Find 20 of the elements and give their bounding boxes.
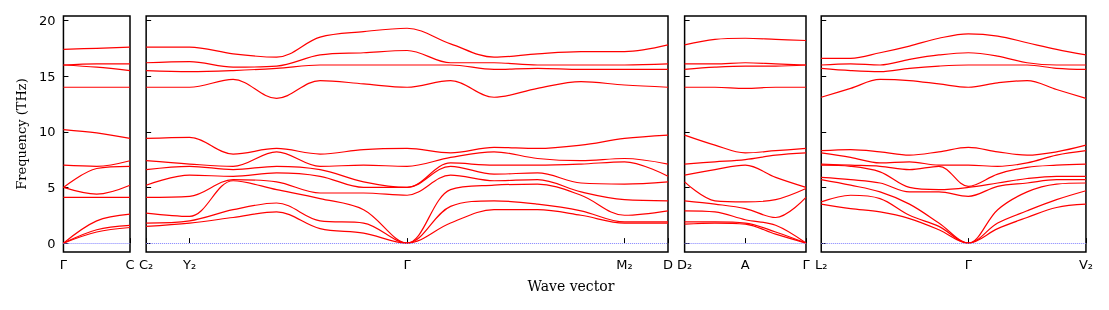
y-tick-label: 5 [47, 179, 56, 195]
x-axis-title: Wave vector [526, 278, 616, 294]
x-tick-label: A [740, 257, 750, 272]
y-tick-label: 15 [38, 68, 56, 84]
x-tick-label: D₂ [676, 257, 693, 272]
y-tick-label: 10 [38, 124, 56, 140]
x-tick-label: V₂ [1078, 257, 1093, 272]
x-tick-label: C [125, 257, 135, 272]
y-tick-label: 0 [47, 235, 56, 251]
x-tick-label: Γ [403, 257, 412, 272]
x-tick-label: D [662, 257, 674, 272]
x-tick-label: C₂ [139, 257, 154, 272]
x-tick-label: Y₂ [182, 257, 197, 272]
x-tick-label: Γ [59, 257, 68, 272]
x-tick-label: L₂ [814, 257, 828, 272]
x-tick-label: Γ [802, 257, 811, 272]
y-tick-label: 20 [38, 12, 56, 28]
y-axis-title: Frequency (THz) [14, 78, 29, 190]
x-tick-label: M₂ [616, 257, 633, 272]
x-tick-label: Γ [964, 257, 973, 272]
